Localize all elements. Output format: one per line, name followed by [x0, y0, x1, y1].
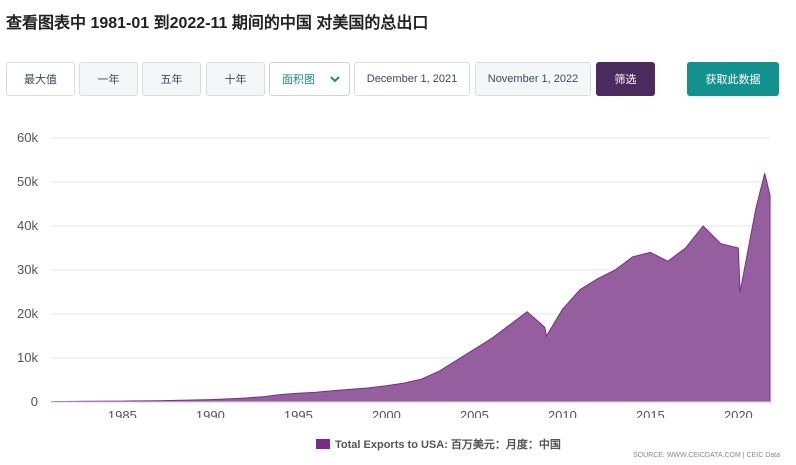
y-tick-label: 20k [17, 306, 38, 321]
page-title: 查看图表中 1981-01 到2022-11 期间的中国 对美国的总出口 [6, 15, 429, 32]
ten-year-button[interactable]: 十年 [206, 62, 265, 96]
area-chart: 0 10k 20k 30k 40k 50k 60k 1985 1990 1995 2000 2005 2… [17, 130, 771, 418]
five-year-button[interactable]: 五年 [142, 62, 201, 96]
legend-swatch [316, 439, 330, 449]
one-year-button[interactable]: 一年 [79, 62, 138, 96]
get-data-button[interactable]: 获取此数据 [687, 62, 779, 96]
chart-legend[interactable]: Total Exports to USA: 百万美元：月度：中国 [316, 436, 561, 452]
x-tick-label: 1995 [284, 408, 313, 418]
x-tick-label: 2015 [636, 408, 665, 418]
chart-type-label: 面积图 [282, 74, 315, 86]
y-tick-label: 0 [31, 394, 38, 409]
toolbar: 最大值 一年 五年 十年 面积图 December 1, 2021 Novemb… [0, 62, 796, 98]
chart-type-select[interactable]: 面积图 [269, 62, 350, 96]
y-tick-label: 30k [17, 262, 38, 277]
x-tick-label: 2005 [460, 408, 489, 418]
start-date-input[interactable]: December 1, 2021 [354, 62, 470, 96]
x-tick-label: 2010 [548, 408, 577, 418]
max-range-button[interactable]: 最大值 [6, 62, 75, 96]
x-tick-label: 2020 [724, 408, 753, 418]
source-note: SOURCE: WWW.CEICDATA.COM | CEIC Data [632, 452, 780, 459]
y-tick-label: 10k [17, 350, 38, 365]
x-tick-label: 1985 [108, 408, 137, 418]
filter-button[interactable]: 筛选 [596, 62, 655, 96]
end-date-input[interactable]: November 1, 2022 [475, 62, 591, 96]
y-tick-label: 50k [17, 174, 38, 189]
y-tick-label: 40k [17, 218, 38, 233]
series-area [51, 173, 771, 403]
x-tick-label: 1990 [196, 408, 225, 418]
x-tick-label: 2000 [372, 408, 401, 418]
chevron-down-icon [330, 76, 340, 83]
y-tick-label: 60k [17, 130, 38, 145]
legend-label: Total Exports to USA: 百万美元：月度：中国 [335, 439, 561, 451]
